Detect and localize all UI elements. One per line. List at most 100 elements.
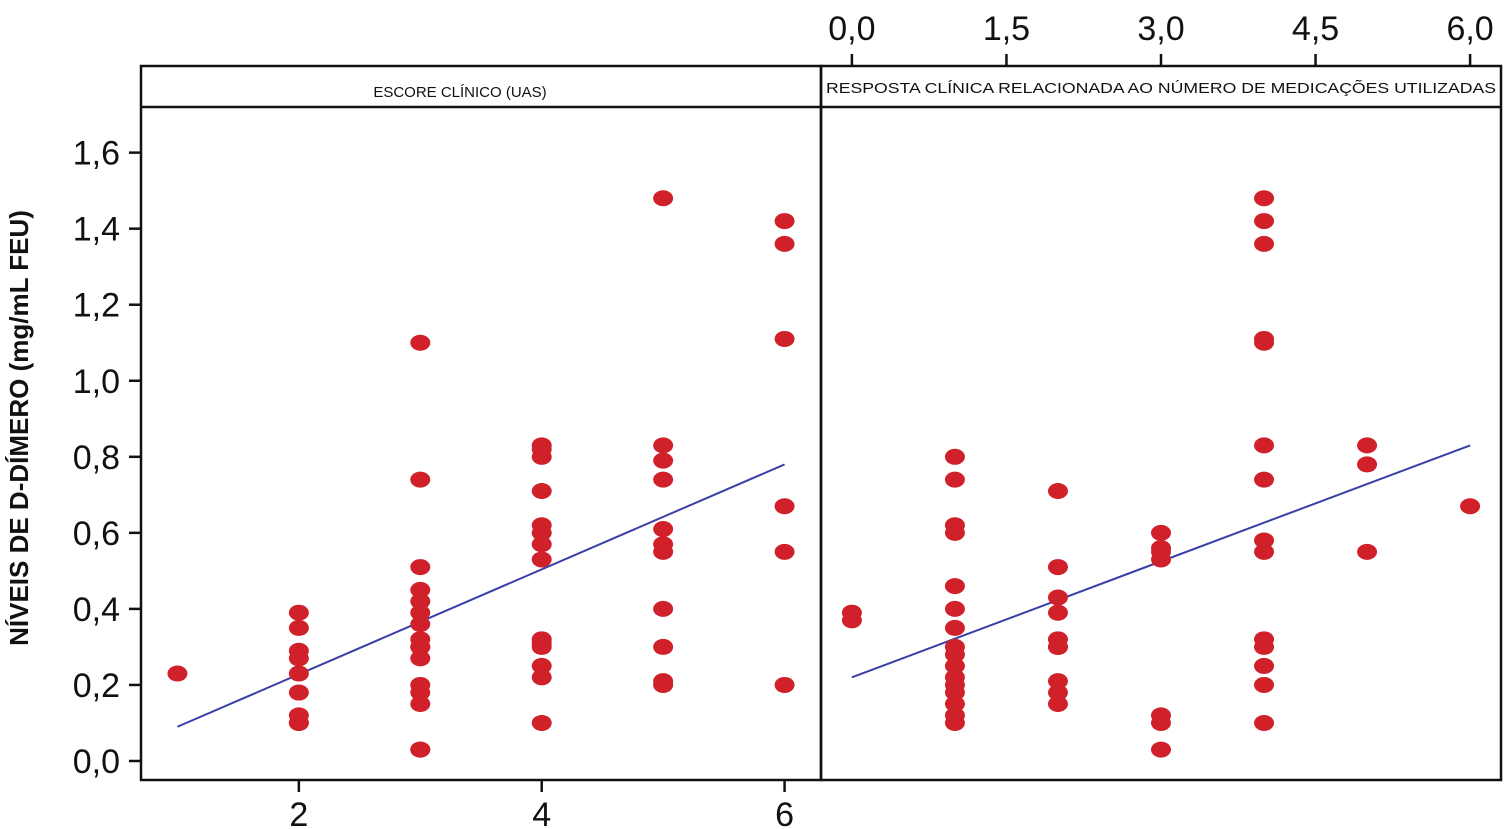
data-point [1254,676,1275,693]
data-point [1047,695,1068,712]
data-point [944,657,965,674]
data-point [944,619,965,636]
y-axis-title: NÍVEIS DE D-DÍMERO (mg/mL FEU) [4,210,34,646]
data-point [1047,673,1068,690]
y-tick-label: 0,0 [73,743,120,781]
data-point [167,665,188,682]
trend-line [177,463,785,728]
data-point [288,650,309,667]
data-point [1254,190,1275,207]
data-point [1151,714,1171,731]
data-point [1047,684,1068,701]
data-point [410,593,431,610]
data-point [841,612,862,629]
data-point [410,741,431,758]
data-point [653,543,674,560]
data-point [531,536,552,553]
data-point [1047,559,1068,576]
panel-title-left: ESCORE CLÍNICO (UAS) [373,84,546,101]
data-point [944,695,965,712]
data-point [531,657,552,674]
data-point [1357,456,1378,473]
data-point [944,578,965,595]
trend-lines [177,444,1471,728]
data-point [1254,543,1275,560]
data-point [531,551,552,568]
x-tick-label: 4 [532,796,551,829]
data-point [1254,657,1275,674]
data-point [1047,638,1068,655]
data-point [410,559,431,576]
data-point [531,483,552,500]
y-tick-label: 1,4 [73,211,120,249]
data-point [1151,741,1171,758]
data-point [1254,471,1275,488]
data-point [288,619,309,636]
data-point [1254,714,1275,731]
data-point [944,524,965,541]
data-point [944,646,965,663]
data-point [774,213,795,230]
y-tick-label: 0,8 [73,439,120,477]
data-point [1254,638,1275,655]
x-tick-label: 1,5 [983,10,1030,48]
data-point [410,604,431,621]
data-point [410,650,431,667]
data-point [1047,589,1068,606]
y-tick-label: 0,4 [73,591,120,629]
x-tick-label: 6,0 [1446,10,1493,48]
panel-title-right: RESPOSTA CLÍNICA RELACIONADA AO NÚMERO D… [826,80,1496,97]
data-point [653,437,674,454]
panel-frame-right [819,64,1503,782]
x-tick-label: 3,0 [1137,10,1184,48]
data-point [1460,498,1481,515]
data-point [1151,543,1171,560]
panel-frame-left [139,64,823,782]
data-point [410,581,431,598]
data-point [1357,437,1378,454]
data-point [410,638,431,655]
y-tick-label: 0,6 [73,515,120,553]
data-point [1047,604,1068,621]
data-point [410,684,431,701]
y-tick-label: 0,2 [73,667,120,705]
data-point [531,441,552,458]
x-axis-bottom: 2 4 6 [289,780,794,829]
data-point [944,714,965,731]
data-point [1254,235,1275,252]
data-point [944,684,965,701]
x-tick-label: 6 [775,796,794,829]
data-point [288,714,309,731]
data-point [774,330,795,347]
data-point [1357,543,1378,560]
data-point [1047,483,1068,500]
data-point [1254,213,1275,230]
data-point [774,676,795,693]
x-axis-top: 0,0 1,5 3,0 4,5 6,0 [828,10,1494,66]
data-point [1254,334,1275,351]
data-point [944,448,965,465]
data-point [410,695,431,712]
data-point [653,452,674,469]
data-point [1151,524,1171,541]
data-point [410,616,431,633]
data-point [288,604,309,621]
y-tick-label: 1,6 [73,135,120,173]
data-point [1254,532,1275,549]
data-point [531,635,552,652]
data-point [774,498,795,515]
data-point [944,600,965,617]
data-point [531,714,552,731]
y-tick-label: 1,2 [73,287,120,325]
data-point [288,684,309,701]
data-point [410,471,431,488]
data-point [774,543,795,560]
data-point [410,334,431,351]
data-point [653,471,674,488]
data-point [653,190,674,207]
y-tick-label: 1,0 [73,363,120,401]
data-point [774,235,795,252]
data-point [653,521,674,538]
data-point [288,665,309,682]
